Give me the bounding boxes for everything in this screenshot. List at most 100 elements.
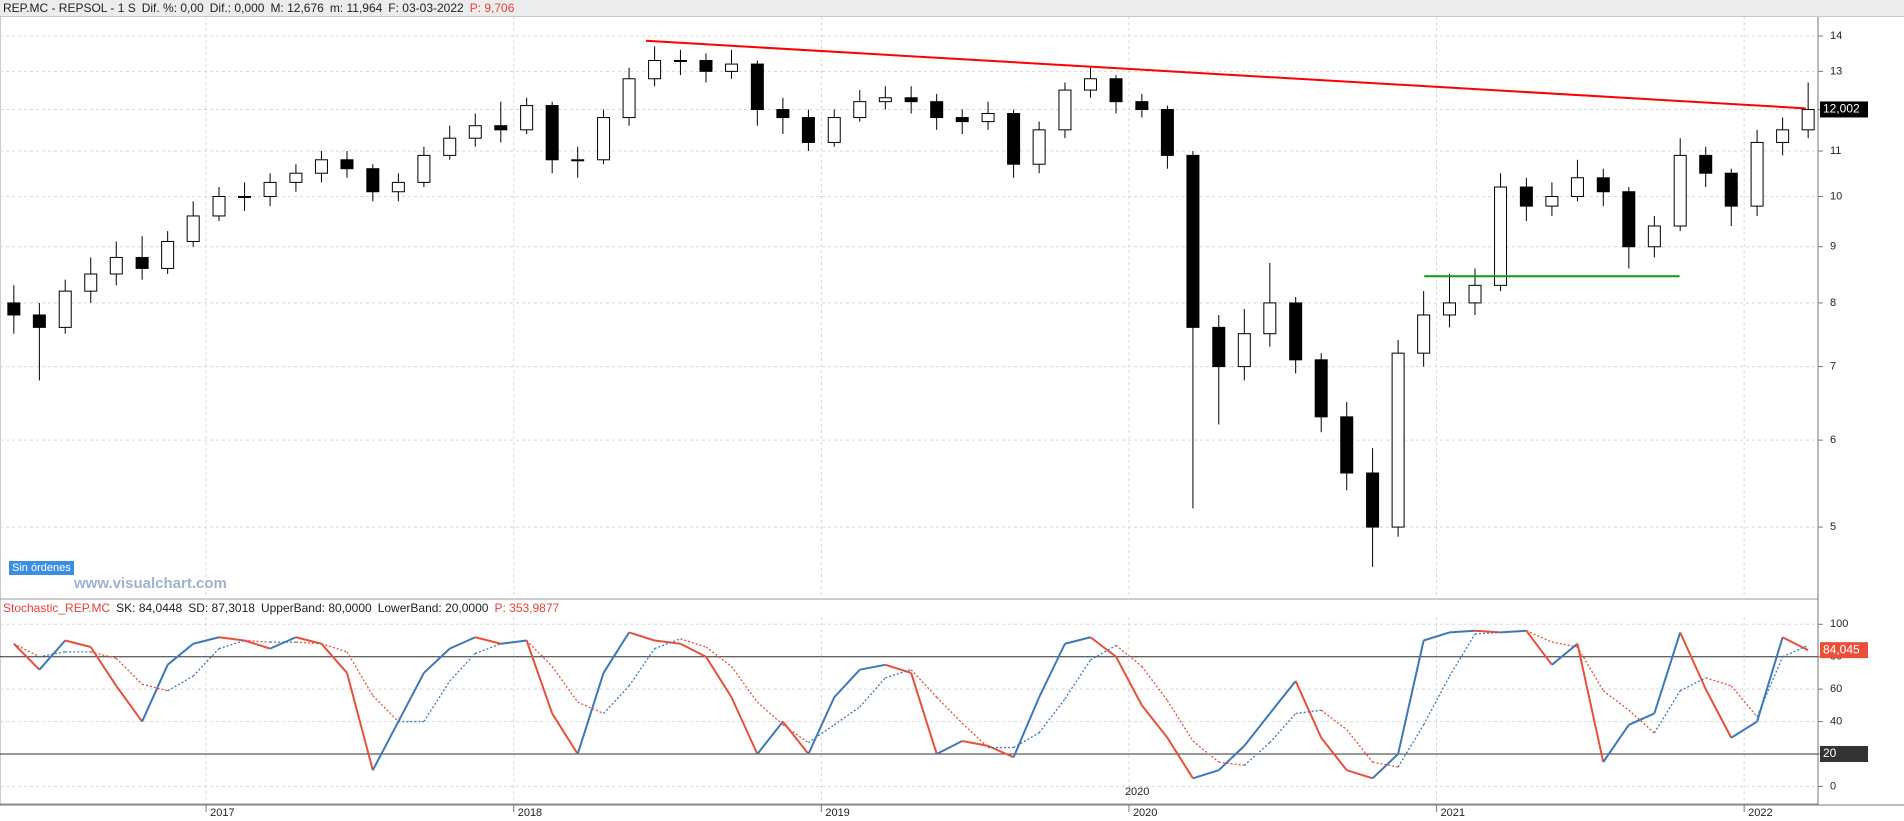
lower-band-label-box (1820, 745, 1868, 762)
candle-body (1109, 78, 1123, 103)
stochastic-segment (475, 636, 502, 645)
stochastic-segment (1013, 732, 1040, 749)
candle-body (391, 181, 405, 193)
y-tick-label: 8 (1830, 297, 1836, 309)
candle-body (1699, 154, 1713, 174)
candle-body (699, 59, 713, 72)
candle-body (109, 256, 123, 275)
stochastic-segment (808, 724, 835, 744)
candle-body (520, 105, 534, 131)
y-tick-label: 11 (1830, 145, 1841, 157)
candle-body (597, 117, 611, 161)
stochastic-segment (859, 677, 886, 708)
candle-body (1801, 109, 1815, 131)
stochastic-segment (269, 636, 297, 650)
stochastic-segment (423, 680, 451, 722)
candle-body (7, 302, 21, 316)
candle-body (135, 256, 149, 269)
stochastic-segment (1192, 740, 1220, 763)
stochastic-segment (1372, 761, 1399, 768)
stochastic-segment (756, 720, 784, 755)
stochastic-segment (1320, 737, 1348, 771)
stochastic-segment (1730, 685, 1758, 718)
stochastic-segment (13, 643, 41, 671)
stochastic-segment (1090, 644, 1117, 661)
candle-body (58, 290, 72, 328)
candle-body (1366, 472, 1380, 528)
candle-body (340, 159, 354, 170)
stochastic-segment (1192, 769, 1220, 780)
candle-body (827, 117, 841, 143)
stochastic-segment (1576, 646, 1604, 692)
stochastic-segment (833, 669, 861, 698)
stochastic-segment (1423, 631, 1450, 642)
candle-body (648, 59, 662, 80)
candle-body (1724, 172, 1738, 207)
stochastic-segment (525, 640, 554, 714)
candle-body (1647, 225, 1661, 248)
stochastic-segment (1397, 640, 1425, 755)
candle-body (1135, 101, 1149, 111)
stochastic-segment (1269, 713, 1297, 744)
orders-label[interactable]: Sin órdenes (9, 561, 74, 575)
candle-body (366, 168, 380, 193)
stochastic-segment (321, 643, 348, 653)
stochastic-segment (730, 666, 758, 703)
stochastic-segment (218, 636, 245, 642)
candle-body (1545, 195, 1559, 207)
stochastic-segment (1320, 709, 1348, 731)
stochastic-segment (1756, 656, 1784, 717)
stochastic-segment (192, 636, 220, 645)
candle-body (1032, 129, 1046, 165)
header-item: UpperBand: 80,0000 (260, 601, 372, 615)
candle-body (1519, 186, 1533, 207)
x-tick-label: 2018 (518, 807, 542, 819)
stochastic-segment (141, 683, 168, 692)
candle-body (673, 59, 687, 62)
candle-body (238, 195, 252, 198)
stochastic-segment (576, 672, 605, 755)
header-item: LowerBand: 20,0000 (377, 601, 489, 615)
stochastic-segment (1782, 636, 1809, 652)
header-item: M: 12,676 (270, 1, 324, 15)
stochastic-segment (141, 664, 169, 722)
stochastic-segment (1500, 630, 1527, 634)
candle-body (1673, 154, 1687, 227)
stochastic-segment (1782, 644, 1809, 658)
stochastic-segment (654, 639, 681, 645)
stochastic-segment (1115, 656, 1143, 706)
stochastic-segment (1653, 632, 1682, 714)
stochastic-segment (1243, 742, 1271, 766)
header-item: m: 11,964 (329, 1, 383, 15)
stochastic-segment (244, 639, 271, 650)
lower-band-label: 20 (1823, 746, 1837, 760)
candle-body (1186, 154, 1200, 328)
stochastic-segment (1602, 724, 1630, 763)
stochastic-segment (38, 639, 66, 671)
candle-body (84, 273, 98, 292)
stochastic-segment (1730, 720, 1758, 739)
stochastic-segment (910, 672, 938, 755)
stochastic-segment (320, 643, 348, 674)
stochastic-segment (1115, 644, 1143, 667)
stochastic-segment (551, 712, 579, 755)
stochastic-segment (1602, 690, 1630, 711)
y-tick-label: 10 (1830, 190, 1842, 202)
stochastic-segment (1295, 709, 1322, 715)
candle-body (878, 97, 892, 103)
candle-body (443, 137, 457, 156)
y-tick-label: 0 (1830, 780, 1836, 792)
candle-body (1776, 129, 1790, 143)
stochastic-segment (423, 647, 451, 674)
candle-body (1570, 177, 1584, 197)
header-item: Dif.: 0,000 (209, 1, 265, 15)
candle-body (930, 101, 944, 119)
stochastic-segment (346, 672, 374, 771)
candle-body (1212, 326, 1226, 368)
trendline (645, 39, 1806, 110)
x-tick-label: 2021 (1441, 807, 1465, 819)
candle-body (981, 113, 995, 123)
candle-body (289, 172, 303, 183)
stochastic-segment (807, 696, 836, 755)
stochastic-segment (115, 685, 143, 723)
